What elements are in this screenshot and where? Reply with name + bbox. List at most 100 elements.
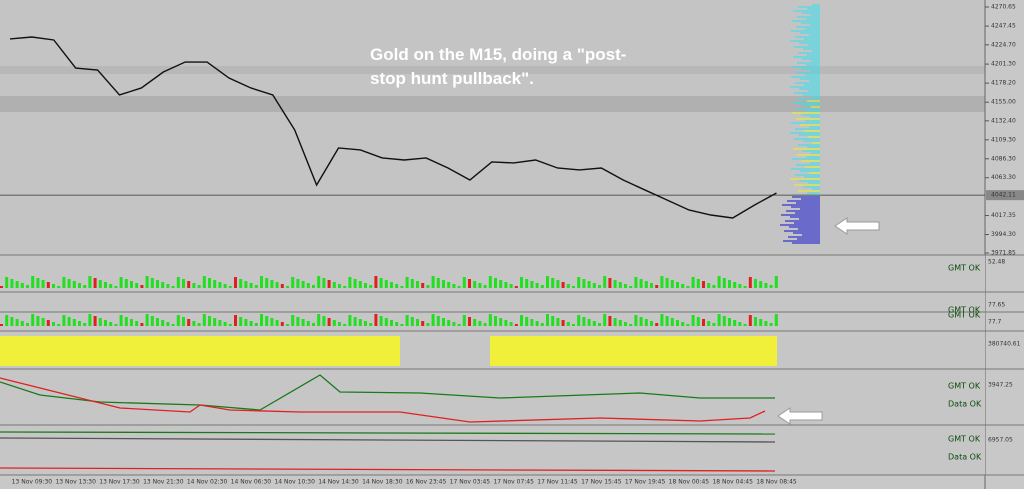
volume-bar [712, 285, 716, 288]
volume-bar [644, 319, 648, 326]
volume-bar [192, 283, 196, 288]
volume-bar [728, 280, 731, 288]
volume-bar [5, 315, 9, 326]
volume-bar [364, 283, 367, 288]
y-tick-label: 4017.35 [991, 212, 1016, 219]
volume-bar [78, 283, 81, 288]
volume-bar [447, 320, 451, 326]
volume-bar [431, 276, 435, 288]
volume-bar [286, 286, 289, 288]
volume-bar [176, 315, 180, 326]
volume-bar [260, 276, 263, 288]
y-tick-label: 4224.70 [991, 41, 1016, 48]
volume-bar [0, 286, 3, 288]
volume-bar [733, 282, 737, 288]
volume-bar [343, 286, 347, 288]
volume-bar [738, 284, 742, 288]
volume-bar [358, 319, 362, 326]
volume-bar [291, 277, 295, 288]
volume-bar [213, 318, 217, 326]
volume-bar [686, 286, 690, 288]
volume-bar [707, 321, 711, 326]
volume-bar [598, 323, 601, 326]
volume-bar [535, 321, 539, 326]
volume-bar [452, 284, 456, 288]
volume-bar [473, 319, 477, 326]
volume-bar [488, 314, 492, 326]
volume-bar [722, 316, 726, 326]
volume-bar [322, 316, 326, 326]
volume-bar [109, 322, 113, 326]
volume-bar [26, 323, 29, 326]
volume-bar [660, 314, 664, 326]
volume-bar [655, 285, 659, 288]
volume-bar [452, 322, 456, 326]
volume-bar [119, 315, 123, 326]
volume-bar [473, 281, 477, 288]
volume-bar [62, 277, 66, 288]
annotation: Gold on the M15, doing a "post- [370, 45, 626, 64]
volume-bar [41, 318, 45, 326]
volume-bar [187, 319, 191, 326]
volume-bar [462, 277, 466, 288]
volume-bar [400, 286, 404, 288]
volume-bar [686, 324, 690, 326]
volume-bar [104, 282, 107, 288]
volume-bar [348, 315, 352, 326]
status-label: Data OK [948, 400, 982, 409]
x-tick-label: 14 Nov 06:30 [231, 479, 272, 486]
volume-bar [31, 276, 35, 288]
volume-bar [436, 278, 440, 288]
volume-bar [540, 285, 544, 288]
volume-bar [551, 316, 555, 326]
volume-bar [566, 284, 570, 288]
volume-bar [707, 283, 711, 288]
volume-bar [109, 284, 113, 288]
volume-bar [494, 278, 497, 288]
volume-bar [234, 315, 237, 326]
volume-bar [650, 283, 653, 288]
volume-bar [36, 316, 40, 326]
volume-bar [436, 316, 440, 326]
volume-bar [629, 286, 633, 288]
volume-bar [384, 280, 388, 288]
status-label: GMT OK [948, 435, 981, 444]
status-label: Data OK [948, 453, 982, 462]
volume-bar [124, 279, 128, 288]
x-tick-label: 14 Nov 02:30 [187, 479, 228, 486]
volume-bar [260, 314, 263, 326]
volume-bar [717, 276, 721, 288]
volume-bar [15, 281, 19, 288]
volume-bar [114, 286, 118, 288]
volume-bar [535, 283, 539, 288]
volume-bar [520, 277, 523, 288]
status-label: GMT OK [948, 311, 981, 320]
volume-bar [72, 319, 76, 326]
volume-bar [135, 321, 139, 326]
last-price-box [986, 190, 1024, 201]
volume-bar [754, 317, 757, 326]
volume-bar [426, 323, 430, 326]
volume-bar [384, 318, 388, 326]
volume-bar [338, 284, 341, 288]
volume-bar [546, 314, 549, 326]
volume-bar [572, 324, 575, 326]
volume-bar [338, 322, 341, 326]
indicator-line [0, 437, 776, 443]
volume-bar [743, 286, 747, 288]
volume-bar [416, 319, 419, 326]
volume-bar [249, 283, 253, 288]
volume-bar [488, 276, 492, 288]
volume-bar [332, 282, 336, 288]
volume-bar [379, 278, 383, 288]
panel-axis-label: 380740.61 [988, 341, 1021, 348]
volume-bar [93, 278, 97, 288]
volume-bar [72, 281, 76, 288]
volume-bar [202, 276, 206, 288]
volume-bar [390, 320, 393, 326]
volume-bar [379, 316, 383, 326]
volume-bar [239, 317, 243, 326]
volume-bar [722, 278, 726, 288]
volume-bar [67, 279, 71, 288]
volume-bar [405, 315, 409, 326]
